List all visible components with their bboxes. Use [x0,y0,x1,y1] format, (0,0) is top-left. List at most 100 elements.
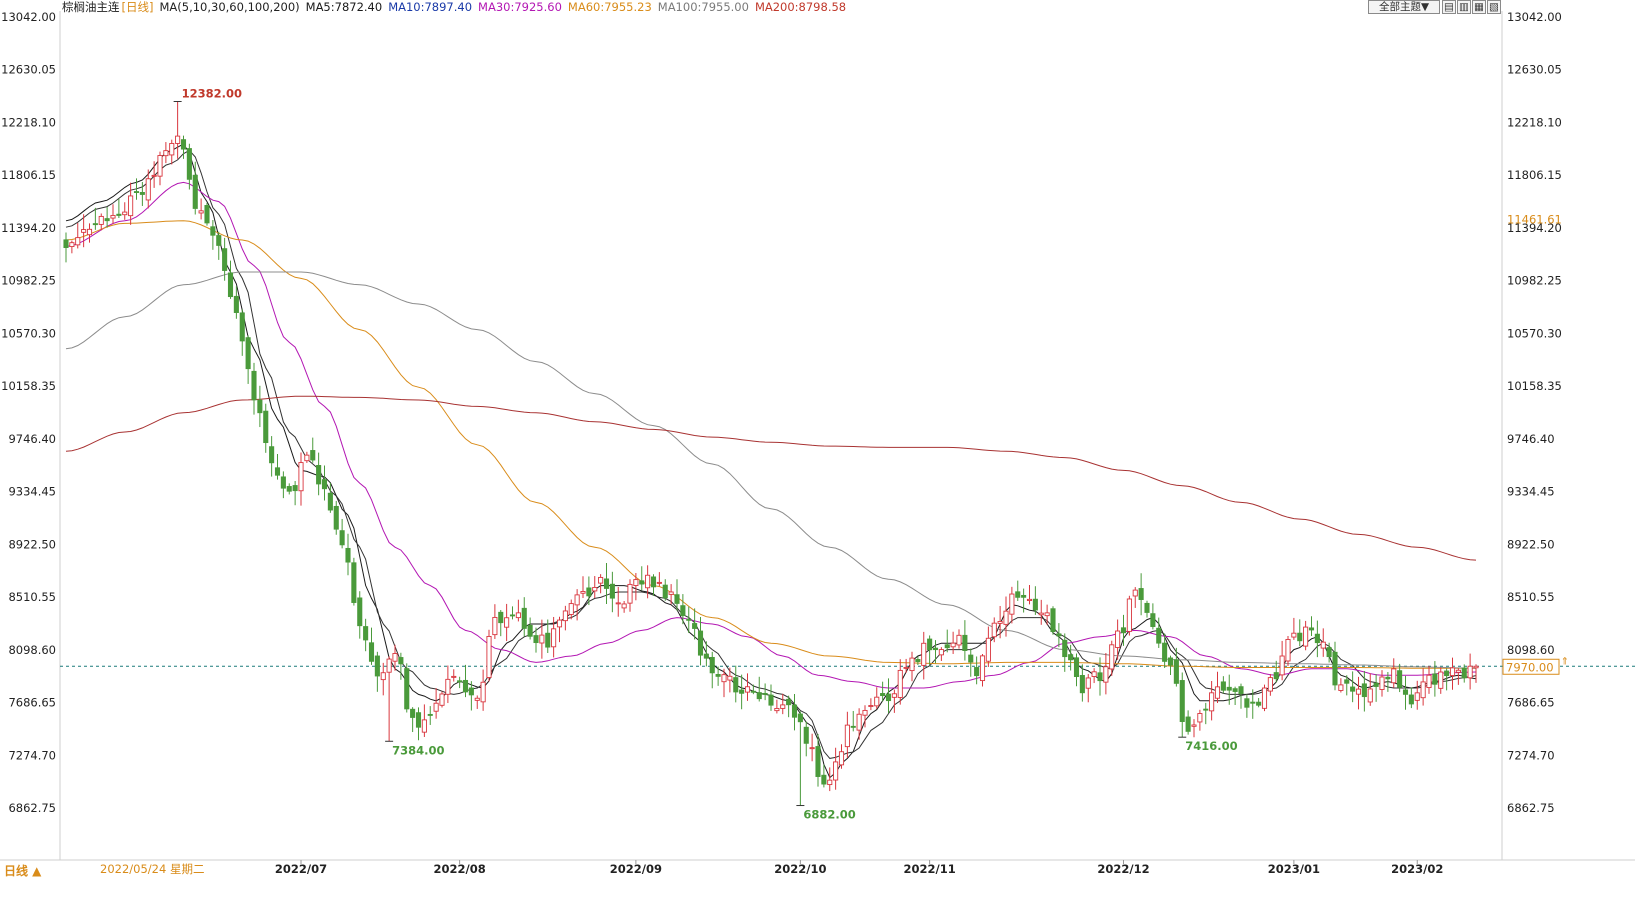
candle-up [98,215,104,225]
candle-down [216,235,222,246]
candle-down [639,580,645,585]
candle-down [1350,686,1356,692]
layout-icon-4[interactable]: ▧ [1487,0,1501,14]
last-price-label: 7970.00 [1506,660,1554,674]
candle-down [1062,639,1068,658]
candle-down [63,239,69,248]
crosshair-date: 2022/05/24 星期二 [100,862,204,876]
y-tick-label-left: 8510.55 [8,590,56,604]
candle-up [122,211,128,216]
candle-down [186,148,192,180]
candle-down [133,191,140,194]
candle-up [151,174,157,177]
y-tick-label-right: 12218.10 [1507,115,1562,129]
candle-down [750,690,756,693]
candle-up [903,666,909,669]
y-tick-label-left: 12630.05 [1,63,56,77]
candle-up [1291,632,1297,638]
y-tick-label-right: 12630.05 [1507,63,1562,77]
price-annotations: 12382.00 7384.00 6882.00 7416.00 [173,86,1238,822]
candle-up [1285,639,1291,662]
chart-grid [0,11,1635,861]
y-tick-label-right: 7686.65 [1507,696,1555,710]
candle-up [1044,612,1050,617]
candle-up [862,709,868,716]
candle-down [116,213,122,216]
candle-down [1244,698,1250,708]
candle-down [1373,682,1379,687]
ma-label[interactable]: MA(5,10,30,60,100,200) [159,0,300,14]
candle-down [1297,632,1303,642]
candle-up [621,603,627,609]
candle-down [192,174,198,209]
candle-down [274,467,281,476]
candle-down [357,597,363,627]
y-tick-label-right: 8922.50 [1507,537,1555,551]
y-tick-label-left: 10570.30 [1,326,56,340]
layout-icon-3[interactable]: ▦ [1472,0,1486,14]
y-tick-label-left: 13042.00 [1,10,56,24]
candle-up [1085,677,1091,689]
candle-down [227,272,234,298]
ma30-line [65,181,1477,689]
period-tag[interactable]: [日线] [121,0,154,14]
x-tick-label: 2022/09 [610,862,662,876]
ma60-value: MA60:7955.23 [567,0,652,14]
theme-dropdown[interactable]: 全部主题▼ [1368,0,1440,14]
candle-up [163,150,169,157]
candle-down [1097,672,1103,682]
candle-up [1338,684,1344,691]
candle-down [527,624,533,637]
candle-up [827,779,833,786]
candle-up [1091,671,1097,677]
candle-down [786,698,792,706]
candle-down [1021,594,1027,598]
y-tick-label-right: 10158.35 [1507,379,1562,393]
y-tick-label-right: 7274.70 [1507,748,1555,762]
candle-down [1461,667,1467,679]
candlesticks [63,101,1479,806]
candle-down [239,312,245,342]
candle-up [421,719,427,733]
candle-up [556,619,563,628]
candle-down [498,611,504,624]
candle-up [492,616,498,636]
candle-down [1226,686,1232,691]
candle-up [979,655,986,682]
candle-down [263,410,269,444]
ma100-line [65,271,1477,669]
candle-up [1126,598,1132,632]
candle-down [739,689,745,694]
candle-up [1214,686,1221,699]
candle-down [92,223,98,226]
candle-up [833,761,839,781]
candle-up [774,707,780,712]
candle-up [727,675,733,681]
candle-up [169,143,175,156]
candle-down [1232,688,1238,692]
y-tick-label-left: 8922.50 [8,537,56,551]
scroll-up-icon: ⇑ [1561,656,1569,667]
candle-down [815,746,821,777]
candle-down [709,656,715,674]
candle-down [1332,651,1338,686]
candle-down [1408,694,1414,705]
x-tick-label: 2022/08 [434,862,486,876]
candle-down [850,725,856,728]
candle-down [398,657,404,665]
candle-down [222,248,228,271]
period-selector[interactable]: 日线 ▲ [4,863,42,878]
candle-up [809,747,815,750]
candle-down [545,632,551,648]
candle-down [968,654,974,663]
candle-down [715,674,721,677]
candle-up [844,724,850,748]
candle-down [1256,701,1262,706]
candle-up [891,693,897,698]
candle-down [603,578,610,589]
layout-icon-1[interactable]: ▤ [1442,0,1456,14]
layout-icon-2[interactable]: ▥ [1457,0,1471,14]
candle-down [104,218,110,222]
candle-up [615,602,621,605]
